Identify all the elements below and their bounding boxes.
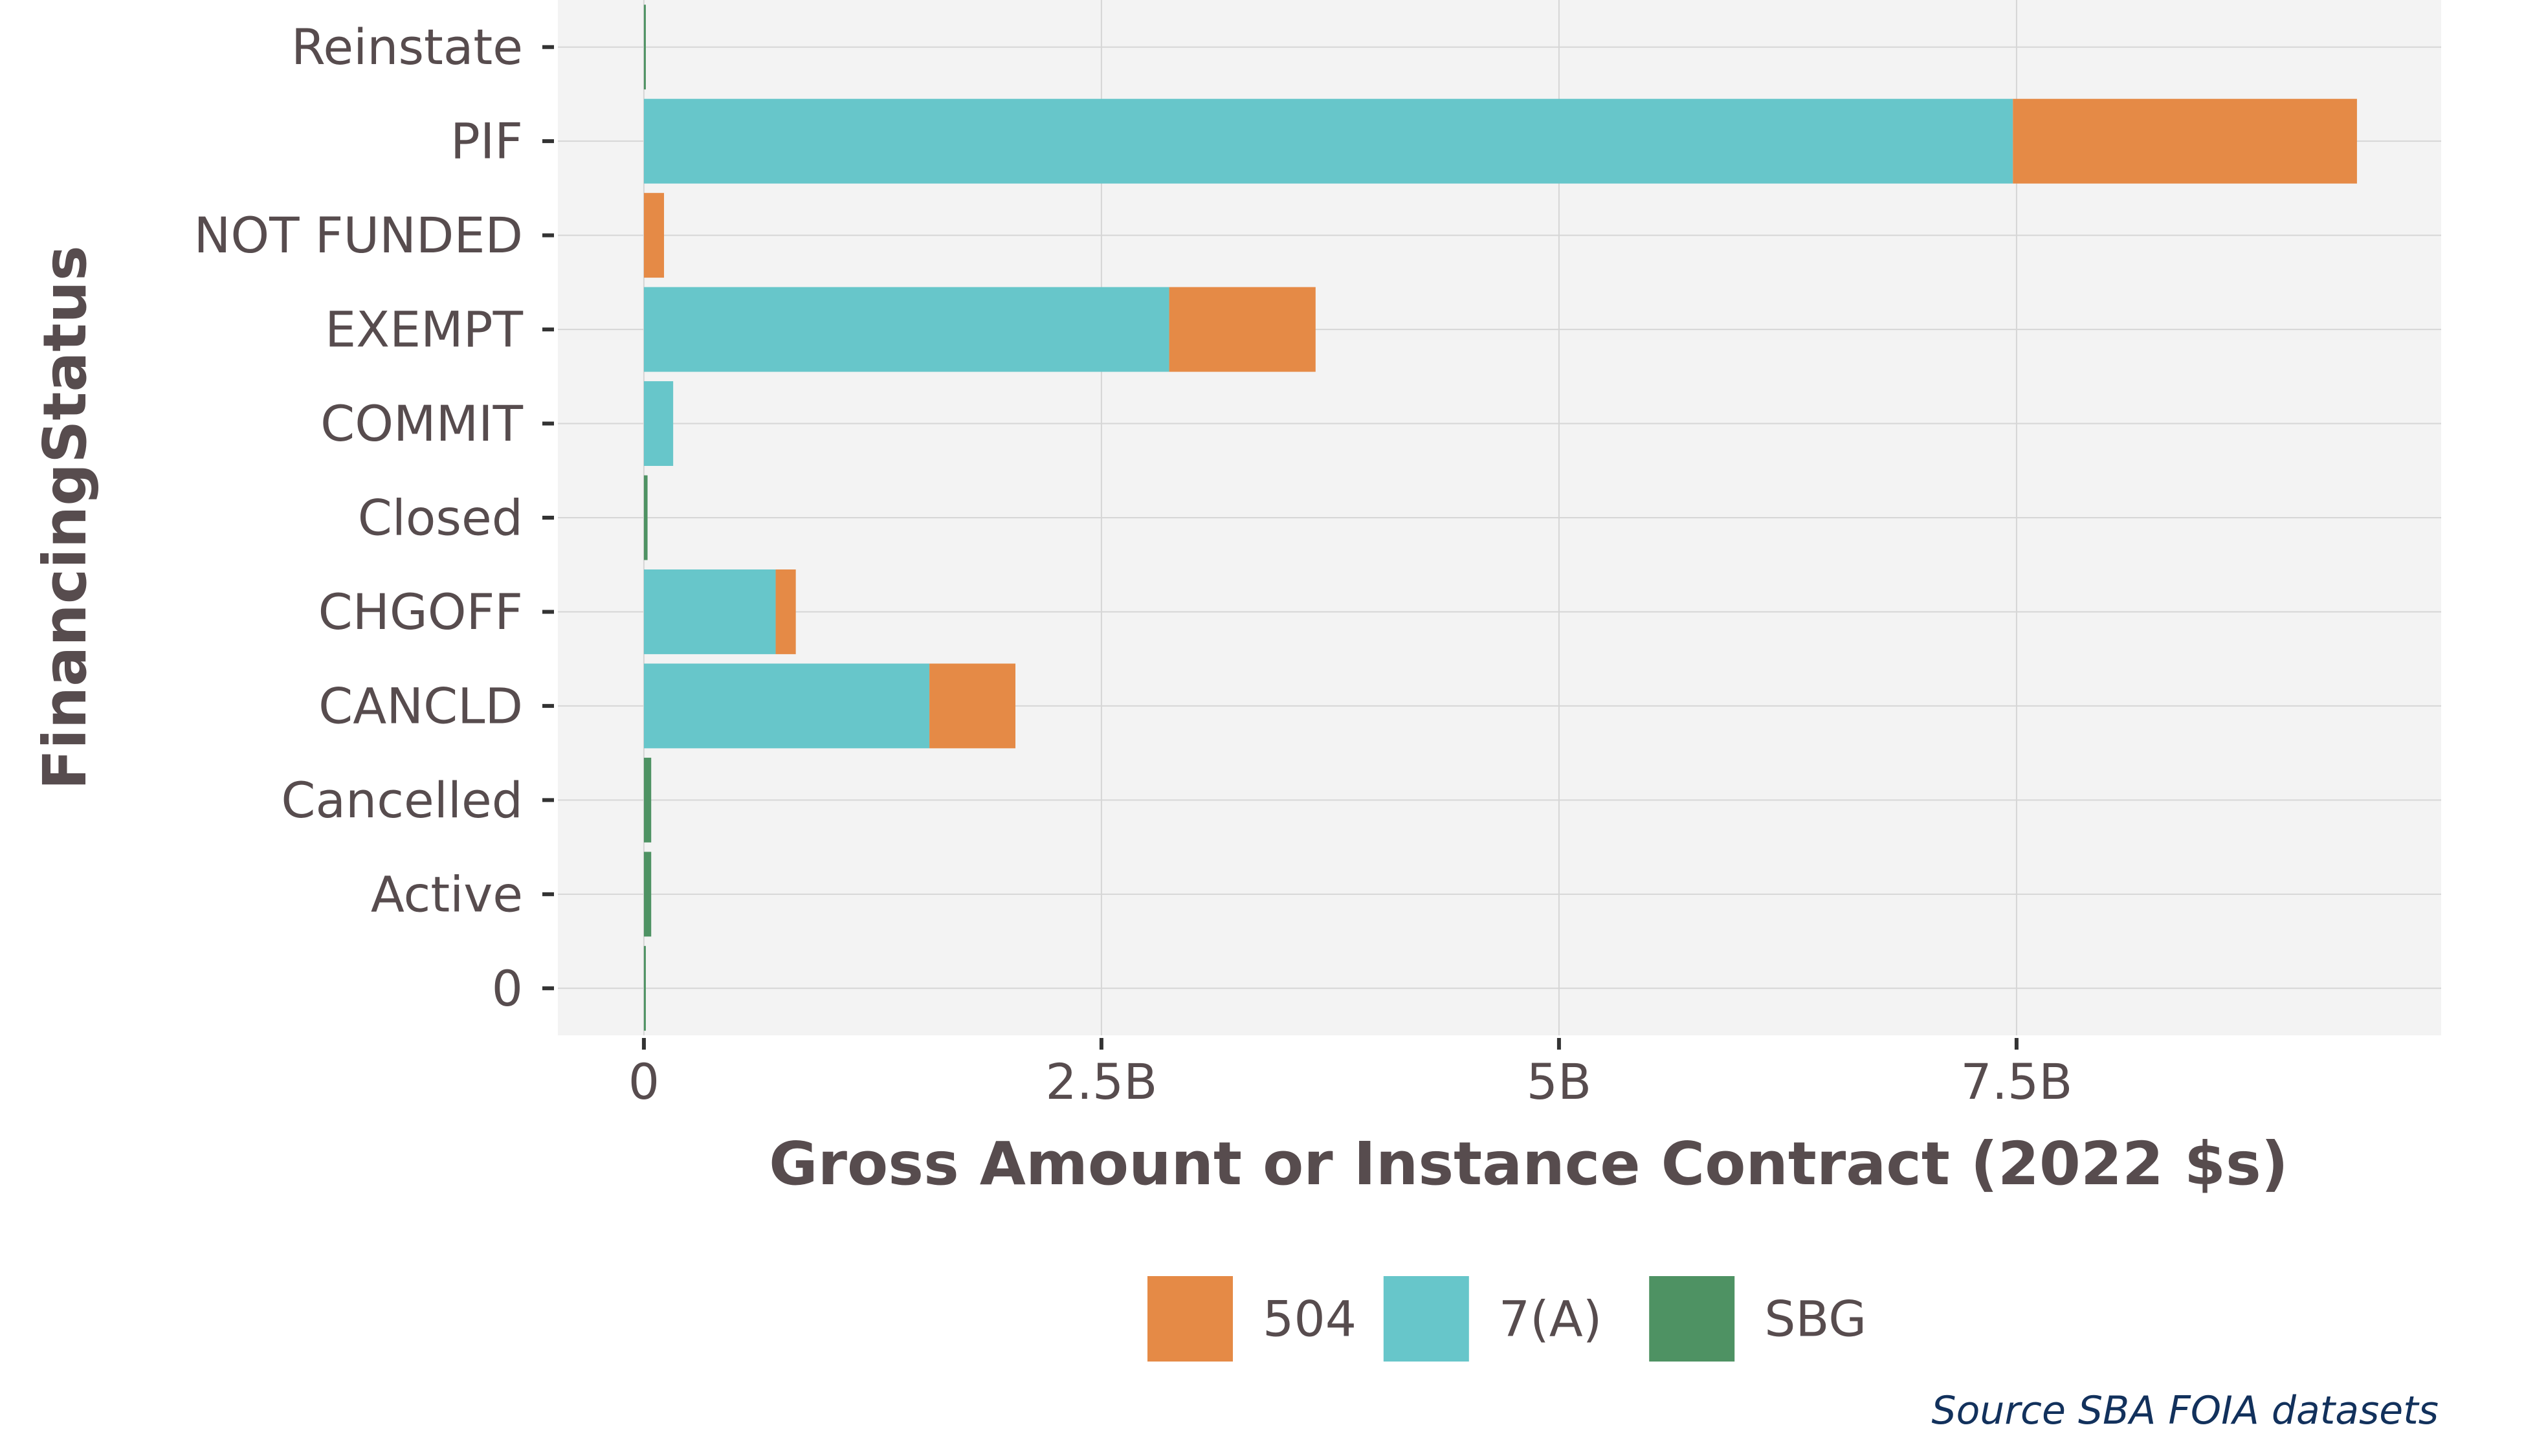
legend: 504 7(A) SBG bbox=[1145, 1274, 1866, 1364]
x-tick-label: 7.5B bbox=[1960, 1053, 2072, 1110]
legend-key-504 bbox=[1145, 1274, 1235, 1364]
legend-key-7a bbox=[1380, 1274, 1472, 1364]
y-tick-label: Reinstate bbox=[291, 18, 523, 76]
bar-sbg bbox=[643, 475, 648, 560]
y-tick-label: COMMIT bbox=[320, 395, 523, 452]
legend-label-7a: 7(A) bbox=[1499, 1290, 1602, 1348]
bar-sbg bbox=[643, 5, 646, 90]
y-tick-label: CANCLD bbox=[318, 677, 523, 734]
bar-7a bbox=[643, 287, 1169, 372]
y-tick-label: 0 bbox=[492, 960, 523, 1017]
y-tick-label: Closed bbox=[358, 489, 523, 547]
y-tick-label: CHGOFF bbox=[318, 583, 523, 641]
bar-7a bbox=[643, 98, 2013, 184]
x-axis-title: Gross Amount or Instance Contract (2022 … bbox=[769, 1129, 2288, 1198]
y-tick-label: NOT FUNDED bbox=[194, 206, 523, 264]
y-tick-label: Active bbox=[371, 865, 523, 923]
bars bbox=[643, 5, 2357, 1031]
bar-504 bbox=[643, 193, 665, 278]
bar-7a bbox=[643, 381, 674, 466]
source-caption: Source SBA FOIA datasets bbox=[1932, 1388, 2439, 1433]
bar-sbg bbox=[643, 945, 646, 1031]
x-tick-label: 2.5B bbox=[1045, 1053, 1157, 1110]
bar-sbg bbox=[643, 852, 652, 937]
x-tick-label: 5B bbox=[1527, 1053, 1592, 1110]
y-axis-ticks: Reinstate PIF NOT FUNDED EXEMPT COMMIT Closed… bbox=[194, 18, 554, 1017]
bar-504 bbox=[929, 663, 1015, 749]
bar-7a bbox=[643, 569, 776, 654]
legend-label-504: 504 bbox=[1263, 1290, 1356, 1348]
bar-504 bbox=[1169, 287, 1316, 372]
y-tick-label: Cancelled bbox=[281, 771, 523, 829]
legend-key-sbg bbox=[1646, 1274, 1738, 1364]
y-tick-label: PIF bbox=[450, 113, 523, 170]
y-tick-label: EXEMPT bbox=[325, 301, 524, 358]
legend-label-sbg: SBG bbox=[1764, 1290, 1866, 1348]
bar-sbg bbox=[643, 757, 652, 843]
bar-504 bbox=[775, 569, 796, 654]
bar-504 bbox=[2013, 98, 2357, 184]
y-axis-title: FinancingStatus bbox=[30, 245, 100, 789]
x-tick-label: 0 bbox=[628, 1053, 659, 1110]
bar-7a bbox=[643, 663, 930, 749]
x-axis-ticks: 0 2.5B 5B 7.5B bbox=[628, 1038, 2072, 1110]
